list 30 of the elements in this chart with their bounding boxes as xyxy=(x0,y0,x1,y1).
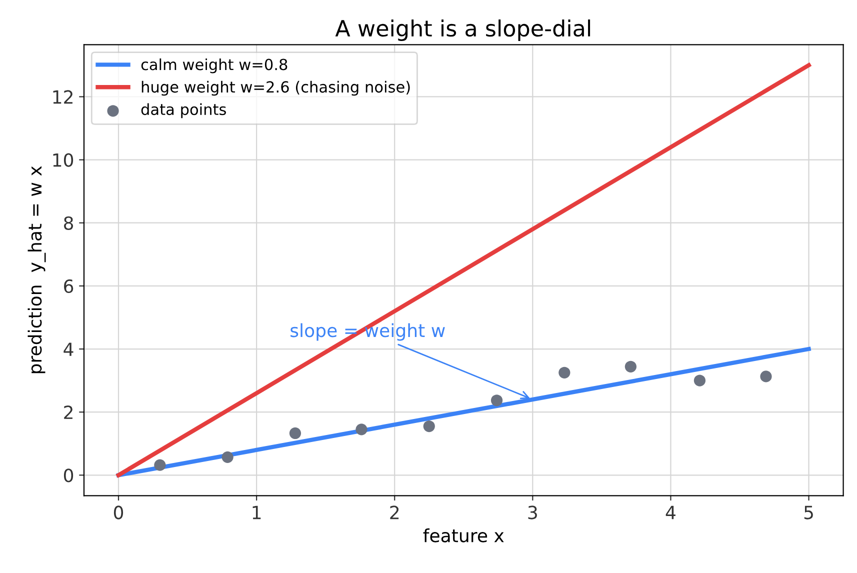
point xyxy=(760,370,772,382)
x-tick-label: 4 xyxy=(666,506,676,520)
point xyxy=(558,366,570,378)
y-tick-label: 6 xyxy=(64,279,74,294)
legend-label: calm weight w=0.8 xyxy=(141,58,288,74)
y-tick-label: 2 xyxy=(64,406,72,419)
legend-label: huge weight w=2.6 (chasing noise) xyxy=(142,80,410,96)
x-tick-label: 3 xyxy=(528,506,537,520)
point xyxy=(490,394,503,406)
point xyxy=(222,451,234,463)
y-axis-title: prediction y_hat = w x xyxy=(28,166,46,374)
y-tick-label: 0 xyxy=(64,468,74,482)
y-tick-label: 8 xyxy=(64,216,74,230)
chart-title: A weight is a slope-dial xyxy=(335,19,590,41)
point xyxy=(694,374,706,386)
x-tick-label: 1 xyxy=(252,506,261,520)
point xyxy=(356,424,368,436)
x-tick-label: 2 xyxy=(390,506,399,520)
point xyxy=(154,459,166,471)
point xyxy=(624,360,636,372)
x-tick-label: 5 xyxy=(804,506,813,520)
y-tick-label: 4 xyxy=(64,342,74,356)
point xyxy=(423,420,435,432)
y-tick-label: 12 xyxy=(53,90,72,104)
y-tick-label: 10 xyxy=(53,153,74,167)
x-tick-label: 0 xyxy=(114,506,124,520)
legend-label: data points xyxy=(141,103,226,118)
point xyxy=(289,427,302,440)
x-axis-title: feature x xyxy=(423,528,504,542)
annotation: slope = weight w xyxy=(290,323,445,341)
